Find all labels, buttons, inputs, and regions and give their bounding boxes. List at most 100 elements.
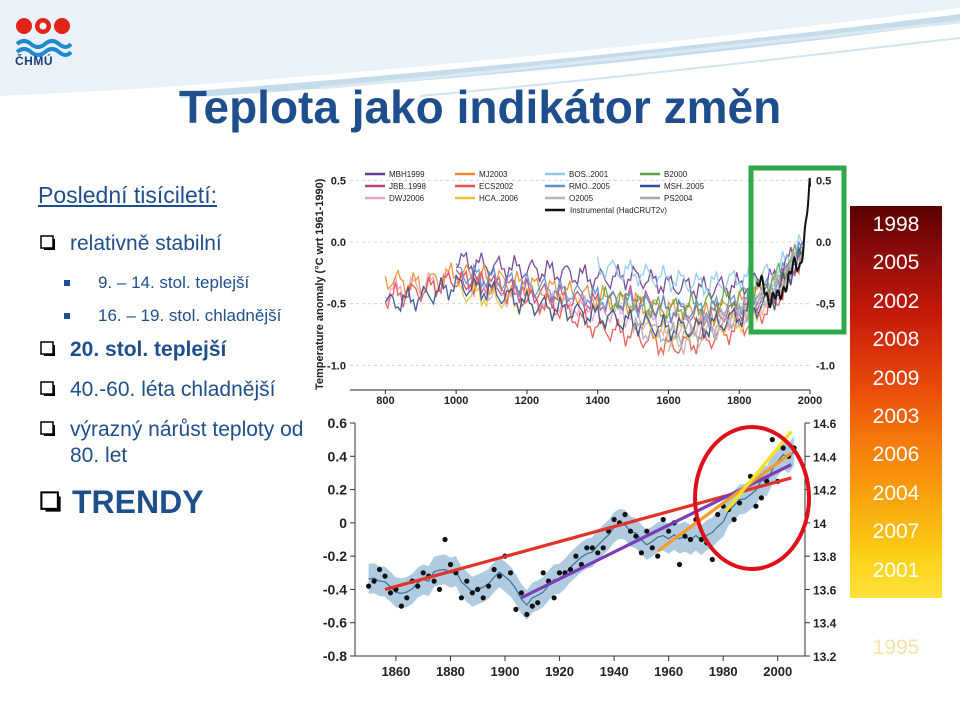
square-bullet-icon <box>64 280 70 286</box>
trend-line <box>656 451 793 553</box>
sub-item: 16. – 19. stol. chladnější <box>38 304 308 327</box>
uncertainty-band <box>368 435 795 621</box>
list-item: výrazný nárůst teploty od 80. let <box>38 417 308 469</box>
data-point <box>764 478 770 484</box>
trend-lines <box>384 430 793 600</box>
legend-label: RMO..2005 <box>569 182 610 191</box>
y-tick-label: -0.4 <box>323 581 347 597</box>
list-item: relativně stabilní <box>38 231 308 257</box>
data-point <box>529 603 535 609</box>
x-tick-label: 1980 <box>709 664 738 679</box>
data-point <box>753 503 759 509</box>
data-point <box>687 536 694 543</box>
data-point <box>486 583 492 589</box>
data-point <box>622 511 628 518</box>
year-item: 2002 <box>872 289 920 313</box>
y-tick-label-right: 14.6 <box>813 417 837 431</box>
data-point <box>649 545 655 551</box>
y-axis-label: Temperature anomaly (°C wrt 1961-1990) <box>314 178 326 390</box>
legend-label: BOS..2001 <box>569 170 609 179</box>
series-line-ps2004 <box>632 248 804 345</box>
sub-item: 9. – 14. stol. teplejší <box>38 271 308 294</box>
series-lines <box>384 177 811 357</box>
data-point <box>404 595 410 601</box>
data-point <box>371 578 377 584</box>
data-point <box>431 578 437 584</box>
data-point <box>382 573 388 579</box>
data-point <box>567 566 574 573</box>
checkbox-bullet-icon <box>40 421 55 436</box>
y-tick-label: 0.6 <box>328 415 348 431</box>
y-tick-label-right: 13.8 <box>813 550 837 564</box>
data-point <box>595 550 601 556</box>
data-point <box>780 445 786 451</box>
data-point <box>507 570 514 576</box>
data-point <box>611 516 617 523</box>
data-point <box>769 437 775 443</box>
item-text: 20. stol. teplejší <box>70 338 227 361</box>
logo-text: ČHMÚ <box>15 54 53 68</box>
y-tick-label-right: -0,5 <box>816 299 835 311</box>
year-item: 2001 <box>872 558 920 582</box>
y-tick-label: 0.4 <box>328 448 348 464</box>
x-tick-label: 1880 <box>436 664 465 679</box>
header-swoosh <box>0 0 960 98</box>
x-tick-label: 800 <box>376 395 394 407</box>
series-line-msh-2005 <box>384 246 804 342</box>
x-tick-label: 2000 <box>763 664 792 679</box>
highlight-box <box>748 165 847 335</box>
data-point <box>589 545 595 551</box>
x-tick-label: 1900 <box>491 664 520 679</box>
x-tick-label: 1940 <box>600 664 629 679</box>
data-point <box>447 561 454 568</box>
x-tick-label: 2000 <box>798 395 822 407</box>
chart-axes: 0.5 0.5 0.0 0.0 -0.5 -0,5 -1.0 -1.0 800 1000 1200 1… <box>327 175 835 407</box>
x-tick-label: 1800 <box>727 395 751 407</box>
y-tick-label: -1.0 <box>327 360 346 372</box>
data-point <box>387 590 394 596</box>
data-point <box>627 528 634 534</box>
data-point <box>644 528 650 534</box>
data-point <box>715 511 721 518</box>
chart-legend: MBH1999 MJ2003 BOS..2001 B2000 JBB..1998 ECS2… <box>365 170 705 215</box>
series-line-instrumental-hadcrut2v- <box>756 177 811 309</box>
year-item: 2004 <box>872 481 920 505</box>
y-tick-label: -0.5 <box>327 299 346 311</box>
legend-label: MSH..2005 <box>664 182 705 191</box>
list-item: 20. stol. teplejší <box>38 337 308 363</box>
data-point <box>666 528 672 534</box>
section-title: Poslední tisíciletí: <box>38 182 217 208</box>
list-item-trendy: TRENDY <box>38 483 308 521</box>
data-point <box>600 545 606 551</box>
data-point <box>573 553 579 559</box>
legend-label: O2005 <box>569 194 594 203</box>
y-tick-label-right: -1.0 <box>816 360 835 372</box>
x-tick-label: 1600 <box>656 395 680 407</box>
checkbox-bullet-icon <box>40 491 61 512</box>
y-tick-label-right: 14.4 <box>813 450 837 464</box>
y-tick-label: 0.2 <box>328 482 348 498</box>
y-tick-label-right: 13.6 <box>813 583 837 597</box>
y-tick-label: -0.8 <box>323 648 347 664</box>
year-item: 2003 <box>872 404 920 428</box>
data-point <box>655 553 661 559</box>
data-point <box>436 586 443 592</box>
data-point <box>540 570 546 576</box>
page-title: Teplota jako indikátor změn <box>178 81 782 133</box>
y-tick-label: 0.0 <box>331 237 346 249</box>
list-item: 40.-60. léta chladnější <box>38 377 308 403</box>
year-item: 2008 <box>872 328 920 352</box>
y-tick-label-right: 13.4 <box>813 617 837 631</box>
data-point <box>731 516 737 523</box>
data-point <box>551 595 557 601</box>
data-point <box>518 590 524 596</box>
data-point <box>660 516 666 523</box>
y-tick-label: -0.6 <box>323 615 347 631</box>
x-tick-label: 1000 <box>444 395 468 407</box>
y-tick-label-right: 0.0 <box>816 237 831 249</box>
series-line-b2000 <box>597 243 804 321</box>
legend-label: MJ2003 <box>479 170 508 179</box>
y-tick-label-right: 14.2 <box>813 484 837 498</box>
data-point <box>420 570 426 576</box>
data-point <box>469 590 475 596</box>
